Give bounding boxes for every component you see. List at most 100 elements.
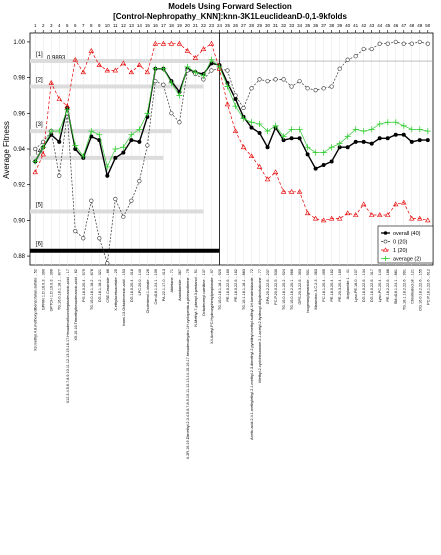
- point-class1: [120, 60, 127, 66]
- point-overall: [265, 145, 270, 150]
- top-tick-label-even: 20: [185, 23, 191, 28]
- y-tick-label: 1.00: [13, 40, 25, 46]
- top-tick-label-odd: 49: [417, 23, 423, 28]
- point-average: [40, 144, 47, 151]
- point-average: [416, 126, 423, 133]
- series-line-3: [34, 59, 428, 168]
- top-tick-label-even: 8: [90, 23, 93, 28]
- point-overall: [417, 138, 422, 143]
- point-class0: [289, 84, 294, 89]
- x-category-label: Acrylamide.1 .. 41: [346, 269, 350, 299]
- point-class0: [265, 79, 270, 84]
- x-category-label: X12.3.4.5.6.7.8.9.10.11.12.13.15.16.17.H…: [66, 269, 70, 403]
- point-class1: [288, 188, 295, 194]
- point-class1: [368, 212, 375, 217]
- point-class0: [97, 236, 102, 241]
- chart-title: Models Using Forward Selection: [168, 2, 292, 11]
- level-label: [4]: [36, 149, 43, 155]
- point-class0: [297, 79, 302, 84]
- point-class0: [401, 41, 406, 46]
- x-category-label: X.2R.16.19.Dimethyl.2.3.4.5.6.7.8.9.10.1…: [186, 269, 190, 459]
- point-average: [120, 144, 127, 151]
- point-class0: [313, 88, 318, 93]
- x-category-label: PC.18.1.20.4 .. 495: [322, 269, 326, 302]
- plot-layer: 0.9893[1][2][3][4][5][6]0.880.900.920.94…: [13, 23, 434, 459]
- legend-marker: [383, 239, 388, 244]
- point-overall: [329, 159, 334, 164]
- point-class1: [168, 40, 175, 46]
- point-overall: [321, 163, 326, 168]
- point-class0: [361, 46, 366, 52]
- top-tick-label-odd: 39: [337, 23, 343, 28]
- point-class1: [224, 101, 231, 107]
- point-overall: [305, 152, 310, 157]
- top-tick-label-odd: 41: [353, 23, 359, 28]
- point-average: [192, 69, 199, 76]
- point-average: [56, 128, 63, 135]
- point-average: [352, 126, 359, 133]
- x-category-label: PE.18.0.20.4 .. 162: [330, 269, 334, 302]
- point-average: [360, 128, 367, 135]
- point-class1: [272, 169, 279, 175]
- point-average: [240, 115, 247, 122]
- point-average: [128, 131, 135, 138]
- x-category-label: TG.16.0.18.1.18.2 .. 878: [90, 269, 94, 310]
- point-overall: [313, 166, 318, 171]
- point-average: [408, 126, 415, 133]
- x-category-label: Maraviroc.3.C.2.3 .. 363: [314, 269, 318, 310]
- point-average: [280, 133, 287, 140]
- point-average: [232, 103, 239, 110]
- point-class0: [425, 41, 430, 46]
- top-tick-label-odd: 7: [82, 23, 85, 28]
- point-class1: [401, 199, 407, 205]
- x-category-label: DG.18.1.18.2 .. 321: [98, 269, 102, 302]
- point-average: [320, 149, 327, 156]
- point-overall: [57, 139, 62, 144]
- point-overall: [425, 138, 430, 143]
- point-class0: [41, 139, 46, 144]
- legend-marker: [383, 256, 388, 261]
- point-class1: [425, 217, 431, 223]
- top-tick-label-even: 32: [281, 23, 287, 28]
- point-class1: [56, 96, 62, 101]
- point-class0: [409, 41, 414, 46]
- point-average: [296, 126, 303, 133]
- point-class1: [240, 144, 247, 150]
- point-class0: [121, 214, 126, 219]
- x-category-label: X3.methyl.4.8.methoxy.dibenzofuran.sulfa…: [34, 269, 38, 351]
- x-category-label: Lyso.PE.18.0 .. 107: [354, 269, 358, 302]
- y-tick-label: 0.90: [13, 218, 25, 224]
- point-overall: [369, 141, 374, 146]
- level-label: [2]: [36, 78, 43, 84]
- point-class0: [233, 93, 238, 98]
- point-average: [104, 163, 111, 170]
- point-class1: [48, 80, 54, 85]
- point-average: [216, 63, 223, 70]
- top-tick-label-odd: 35: [305, 23, 311, 28]
- top-tick-label-odd: 1: [34, 23, 37, 28]
- point-average: [312, 149, 319, 156]
- y-tick-label: 0.92: [13, 183, 25, 189]
- point-class1: [385, 212, 391, 217]
- top-tick-label-even: 10: [105, 23, 111, 28]
- point-class1: [280, 188, 287, 194]
- top-tick-label-even: 6: [74, 23, 77, 28]
- point-class1: [104, 67, 111, 73]
- x-category-label: PG.18.0.20.4 .. 579: [82, 269, 86, 302]
- point-class0: [257, 77, 262, 82]
- chart-subtitle: [Control-Nephropathy_KNN]:knn-3K1Leuclid…: [113, 12, 347, 21]
- x-category-label: trans.13.Octadecenoic.acid .. 153: [122, 269, 126, 326]
- point-average: [200, 72, 207, 79]
- point-average: [376, 121, 383, 128]
- level-label: [5]: [36, 202, 43, 208]
- top-tick-label-odd: 25: [225, 23, 231, 28]
- legend-marker: [383, 231, 388, 235]
- point-class1: [216, 65, 223, 71]
- point-class1: [248, 153, 255, 159]
- top-tick-label-even: 40: [345, 23, 351, 28]
- x-category-label: PC.P.20.0.22.5 .. 530: [274, 269, 278, 305]
- point-overall: [297, 136, 302, 141]
- top-tick-label-odd: 3: [50, 23, 53, 28]
- point-class1: [296, 188, 303, 194]
